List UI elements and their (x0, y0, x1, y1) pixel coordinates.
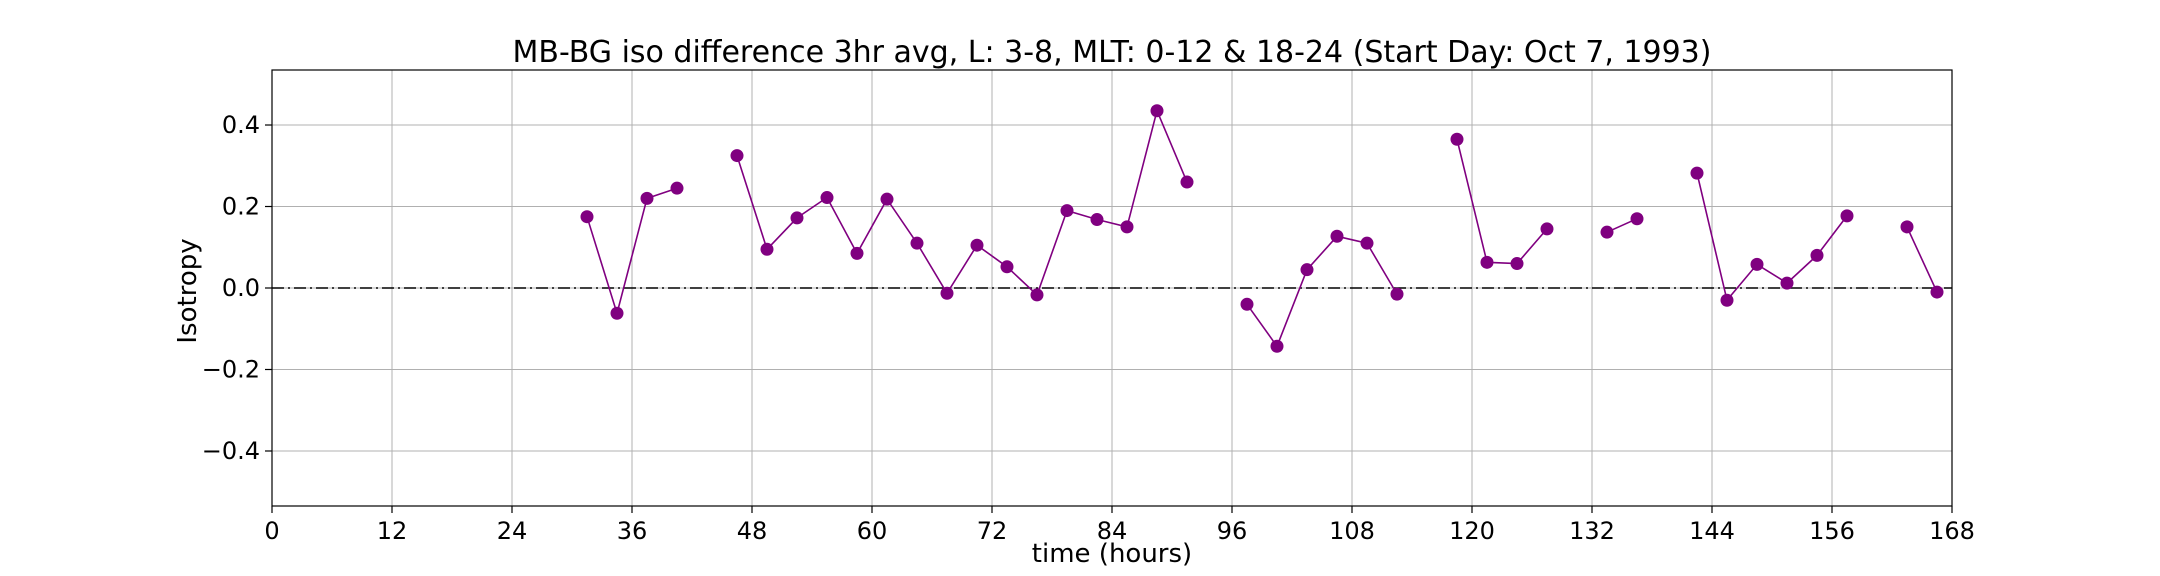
x-tick-label: 12 (377, 517, 408, 545)
x-tick-label: 72 (977, 517, 1008, 545)
x-tick-label: 48 (737, 517, 768, 545)
data-point (1540, 222, 1554, 236)
x-tick-label: 144 (1689, 517, 1735, 545)
y-tick-label: −0.4 (202, 437, 260, 465)
y-tick-label: 0.0 (222, 274, 260, 302)
data-point (670, 181, 684, 195)
data-point (1270, 339, 1284, 353)
data-point (1780, 276, 1794, 290)
x-tick-label: 168 (1929, 517, 1975, 545)
data-point (790, 211, 804, 225)
plot-area (580, 104, 1944, 353)
data-point (580, 210, 594, 224)
data-point (1450, 132, 1464, 146)
data-point (1120, 220, 1134, 234)
data-point (1510, 257, 1524, 271)
data-point (1150, 104, 1164, 118)
data-point (970, 238, 984, 252)
data-point (940, 286, 954, 300)
data-point (760, 242, 774, 256)
data-point (820, 191, 834, 205)
x-tick-label: 120 (1449, 517, 1495, 545)
data-point (730, 149, 744, 163)
y-axis-label: Isotropy (173, 238, 203, 343)
data-point (610, 306, 624, 320)
x-axis-label: time (hours) (1032, 539, 1192, 569)
data-point (640, 191, 654, 205)
data-point (1390, 287, 1404, 301)
data-point (1480, 255, 1494, 269)
data-point (1330, 229, 1344, 243)
data-point (880, 192, 894, 206)
series-line (1246, 235, 1398, 348)
x-tick-label: 96 (1217, 517, 1248, 545)
series-line (736, 108, 1188, 297)
data-point (1240, 297, 1254, 311)
data-point (1630, 212, 1644, 226)
y-tick-label: 0.4 (222, 111, 260, 139)
x-tick-label: 36 (617, 517, 648, 545)
data-point (850, 246, 864, 260)
series-line (1696, 172, 1848, 302)
x-tick-label: 156 (1809, 517, 1855, 545)
data-point (1600, 225, 1614, 239)
y-axis: 0.4 0.2 0.0 −0.2 −0.4 (202, 111, 272, 465)
data-point (1060, 204, 1074, 218)
data-point (1180, 175, 1194, 189)
y-tick-label: −0.2 (202, 355, 260, 383)
data-point (910, 236, 924, 250)
data-point (1360, 236, 1374, 250)
x-tick-label: 0 (264, 517, 279, 545)
data-point (1900, 220, 1914, 234)
data-point (1000, 260, 1014, 274)
x-tick-label: 84 (1097, 517, 1128, 545)
data-point (1090, 213, 1104, 227)
series-line (1456, 139, 1548, 265)
x-tick-label: 132 (1569, 517, 1615, 545)
x-axis: 0 12 24 36 48 60 72 84 96 108 120 132 144 156 168 (264, 506, 1975, 545)
series-line (586, 187, 678, 317)
data-point (1810, 248, 1824, 262)
data-point (1840, 209, 1854, 223)
x-tick-label: 24 (497, 517, 528, 545)
data-point (1690, 166, 1704, 180)
x-tick-label: 108 (1329, 517, 1375, 545)
x-tick-label: 60 (857, 517, 888, 545)
data-point (1750, 257, 1764, 271)
chart-title: MB-BG iso difference 3hr avg, L: 3-8, ML… (513, 35, 1712, 70)
data-point (1300, 263, 1314, 277)
data-point (1030, 288, 1044, 302)
data-point (1720, 293, 1734, 307)
series-line (1906, 226, 1938, 293)
y-tick-label: 0.2 (222, 193, 260, 221)
data-point (1930, 285, 1944, 299)
